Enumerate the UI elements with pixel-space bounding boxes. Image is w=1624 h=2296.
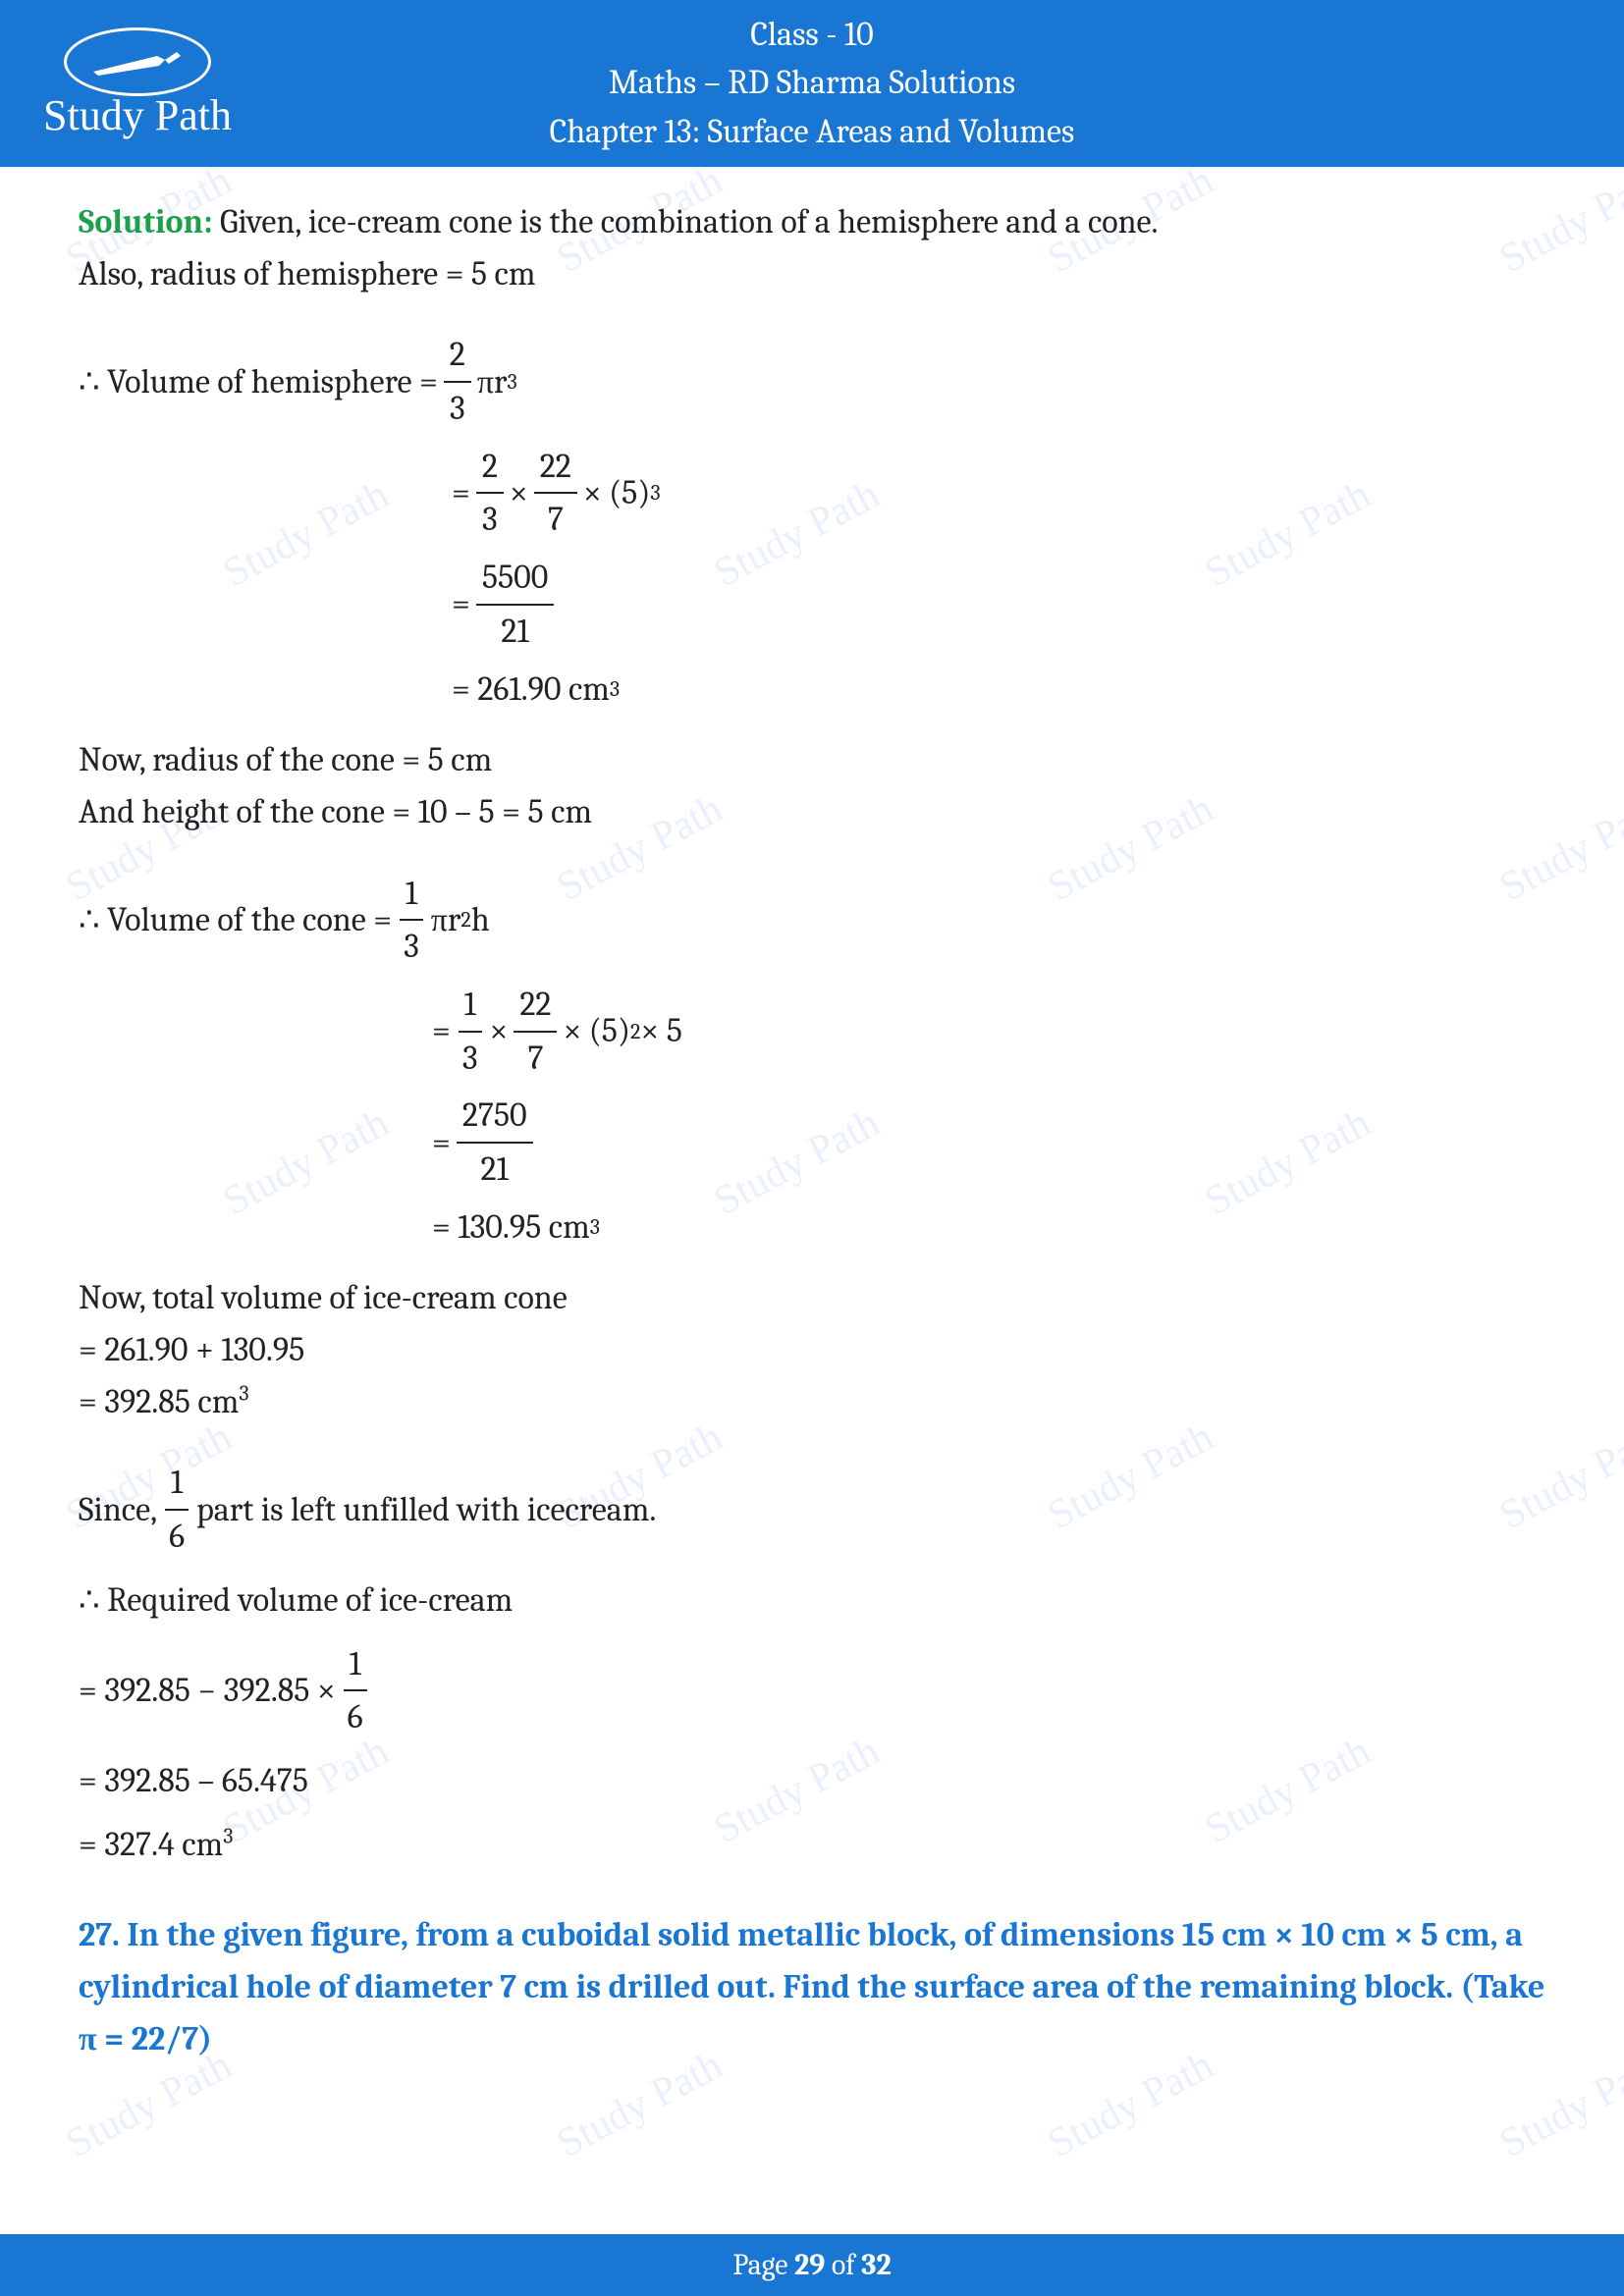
since-line: Since, 16 part is left unfilled with ice…: [79, 1457, 1545, 1562]
math-row: = 261.90 cm3: [452, 664, 1545, 716]
math-row: = 130.95 cm3: [432, 1201, 1545, 1254]
text: = 261.90 cm: [452, 664, 610, 716]
text: part is left unfilled with icecream.: [196, 1484, 656, 1536]
solution-line-1: Solution: Given, ice-cream cone is the c…: [79, 196, 1545, 248]
text: × (5): [563, 1005, 629, 1057]
hemisphere-volume: ∴ Volume of hemisphere = 23 πr3 = 23 × 2…: [79, 329, 1545, 715]
math-row: ∴ Volume of the cone = 13 πr2h: [79, 868, 1545, 973]
fraction: 16: [342, 1638, 369, 1743]
text: = 261.90 + 130.95: [79, 1324, 1545, 1376]
text: × 5: [640, 1005, 681, 1057]
fraction: 227: [514, 979, 557, 1084]
text: ×: [490, 1005, 509, 1057]
math-row: = 13 × 227 × (5)2 × 5: [432, 979, 1545, 1084]
text: Also, radius of hemisphere = 5 cm: [79, 248, 1545, 300]
math-row: = 23 × 227 × (5)3: [452, 441, 1545, 546]
exponent: 3: [239, 1380, 248, 1406]
eq: =: [432, 1005, 451, 1057]
subject-line: Maths – RD Sharma Solutions: [236, 59, 1388, 107]
page-footer: Page 29 of 32: [0, 2234, 1624, 2296]
text: h: [471, 894, 490, 946]
fraction: 275021: [457, 1090, 533, 1195]
exponent: 3: [610, 672, 620, 706]
footer-mid: of: [825, 2248, 861, 2282]
math-row: = 550021: [452, 552, 1545, 657]
fraction: 550021: [476, 552, 554, 657]
fraction: 13: [457, 979, 484, 1084]
logo: Study Path: [39, 27, 236, 140]
text: = 130.95 cm: [432, 1201, 590, 1254]
exponent: 3: [590, 1210, 600, 1244]
math-row: ∴ Volume of hemisphere = 23 πr3: [79, 329, 1545, 434]
solution-label: Solution:: [79, 202, 213, 241]
cone-volume: ∴ Volume of the cone = 13 πr2h = 13 × 22…: [79, 868, 1545, 1254]
page-total: 32: [861, 2248, 891, 2282]
text: Now, total volume of ice-cream cone: [79, 1272, 1545, 1324]
exponent: 3: [650, 476, 660, 509]
text: And height of the cone = 10 – 5 = 5 cm: [79, 786, 1545, 838]
exponent: 2: [460, 903, 470, 936]
fraction: 16: [163, 1457, 190, 1562]
text: πr: [431, 894, 461, 946]
pen-icon: [64, 27, 211, 96]
text: ×: [510, 467, 528, 519]
text: Since,: [79, 1484, 157, 1536]
required-line: = 392.85 − 392.85 × 16: [79, 1638, 1545, 1743]
fraction: 23: [444, 329, 471, 434]
text: Now, radius of the cone = 5 cm: [79, 734, 1545, 786]
footer-pre: Page: [732, 2248, 794, 2282]
fraction: 13: [398, 868, 425, 973]
text: ∴ Volume of the cone =: [79, 894, 392, 946]
logo-text: Study Path: [43, 90, 232, 140]
text: πr: [477, 356, 508, 408]
page-content: Solution: Given, ice-cream cone is the c…: [0, 167, 1624, 2064]
text: = 327.4 cm3: [79, 1819, 1545, 1871]
eq: =: [452, 467, 470, 519]
class-line: Class - 10: [236, 11, 1388, 59]
text: = 392.85 – 65.475: [79, 1755, 1545, 1807]
math-row: = 275021: [432, 1090, 1545, 1195]
exponent: 2: [630, 1015, 640, 1048]
exponent: 3: [223, 1823, 233, 1848]
eq: =: [432, 1117, 451, 1169]
text: × (5): [583, 467, 650, 519]
eq: =: [452, 578, 470, 630]
text: ∴ Required volume of ice-cream: [79, 1575, 1545, 1627]
page-current: 29: [794, 2248, 825, 2282]
exponent: 3: [507, 365, 516, 399]
page-header: Study Path Class - 10 Maths – RD Sharma …: [0, 0, 1624, 167]
question-27: 27. In the given figure, from a cuboidal…: [79, 1909, 1545, 2064]
header-titles: Class - 10 Maths – RD Sharma Solutions C…: [236, 11, 1388, 156]
text: = 392.85 cm3: [79, 1376, 1545, 1428]
fraction: 23: [476, 441, 504, 546]
fraction: 227: [534, 441, 577, 546]
chapter-line: Chapter 13: Surface Areas and Volumes: [236, 108, 1388, 156]
text: Given, ice-cream cone is the combination…: [213, 202, 1159, 241]
text: ∴ Volume of hemisphere =: [79, 356, 438, 408]
text: = 392.85 − 392.85 ×: [79, 1665, 336, 1717]
